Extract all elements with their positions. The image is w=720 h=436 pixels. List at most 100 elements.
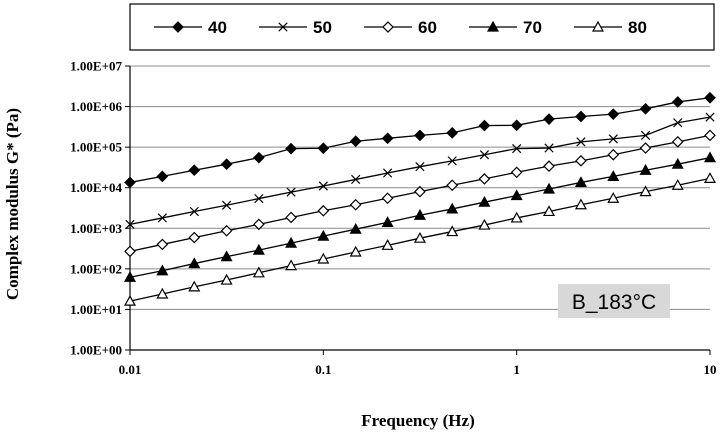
data-point <box>671 136 684 148</box>
data-point <box>446 127 459 139</box>
data-point <box>349 245 362 257</box>
data-point <box>704 91 716 104</box>
y-axis-ticks: 1.00E+00 1.00E+01 1.00E+02 1.00E+03 1.00E+04… <box>70 59 130 358</box>
data-point <box>124 176 136 189</box>
data-point <box>608 134 618 144</box>
data-point <box>125 219 135 229</box>
legend-label: 50 <box>313 18 332 37</box>
data-point <box>640 130 651 141</box>
y-tick-label: 1.00E+06 <box>70 99 122 114</box>
x-axis-ticks: 0.01 0.1 1 10 <box>119 350 717 377</box>
data-point <box>591 20 605 32</box>
data-point <box>188 280 201 292</box>
data-point <box>510 119 523 132</box>
y-tick-label: 1.00E+07 <box>70 59 122 74</box>
data-point <box>220 224 233 237</box>
data-point <box>220 250 233 262</box>
data-point <box>575 110 587 123</box>
data-point <box>285 236 298 248</box>
data-point <box>253 151 265 164</box>
data-point <box>414 185 426 198</box>
data-point <box>607 108 620 121</box>
y-tick-label: 1.00E+03 <box>70 221 122 236</box>
legend-label: 70 <box>523 18 542 37</box>
data-point <box>671 96 684 108</box>
data-point <box>349 222 362 234</box>
legend-item-40: 40 <box>154 18 227 37</box>
y-tick-label: 1.00E+00 <box>70 343 122 358</box>
data-point <box>220 158 233 171</box>
data-point <box>478 218 491 230</box>
data-point <box>317 142 330 155</box>
data-point <box>317 229 330 241</box>
data-point <box>349 198 362 211</box>
legend-label: 60 <box>418 18 437 37</box>
series-60 <box>124 129 716 258</box>
data-point <box>446 179 459 192</box>
data-point <box>639 163 652 175</box>
annotation-box <box>558 284 670 318</box>
x-axis-title: Frequency (Hz) <box>361 411 474 430</box>
data-point <box>285 259 298 271</box>
y-tick-label: 1.00E+05 <box>70 140 122 155</box>
data-point <box>543 113 555 125</box>
legend-items: 40 50 60 70 80 <box>154 18 647 37</box>
legend-item-70: 70 <box>469 18 542 37</box>
data-point <box>703 151 717 163</box>
data-point <box>252 266 265 278</box>
data-point <box>486 20 500 32</box>
data-point <box>512 143 522 154</box>
annotation: B_183°C <box>558 284 670 318</box>
legend-item-50: 50 <box>259 18 332 37</box>
data-point <box>382 21 394 33</box>
data-point <box>639 185 652 197</box>
legend-item-60: 60 <box>364 18 437 37</box>
data-point <box>607 192 620 203</box>
data-point <box>413 231 426 243</box>
data-point <box>285 142 297 155</box>
data-point <box>221 200 232 210</box>
series-50 <box>125 112 715 229</box>
data-point <box>542 182 556 194</box>
data-point <box>285 211 297 224</box>
data-point <box>446 225 459 237</box>
data-point <box>188 164 201 177</box>
data-point <box>704 129 716 142</box>
data-point <box>318 181 328 191</box>
data-point <box>639 102 652 115</box>
legend-label: 80 <box>628 18 647 37</box>
x-tick-label: 1 <box>513 362 520 377</box>
data-point <box>446 202 459 214</box>
data-point <box>543 160 555 172</box>
data-point <box>156 287 169 299</box>
data-point <box>124 245 136 258</box>
data-point <box>286 187 296 197</box>
legend-item-80: 80 <box>574 18 647 37</box>
data-point <box>639 142 652 154</box>
data-point <box>156 238 169 251</box>
series-70 <box>123 151 717 282</box>
data-point <box>478 195 491 207</box>
data-point <box>189 206 199 217</box>
data-point <box>252 243 265 255</box>
data-point <box>479 150 490 160</box>
data-point <box>156 264 169 276</box>
data-point <box>188 231 201 244</box>
data-point <box>413 208 426 220</box>
data-point <box>671 179 684 190</box>
x-tick-label: 0.1 <box>315 362 331 377</box>
data-point <box>542 205 556 217</box>
data-point <box>220 273 233 285</box>
data-point <box>510 211 523 223</box>
data-point <box>414 129 426 142</box>
x-tick-label: 10 <box>704 362 717 377</box>
data-point <box>156 170 169 183</box>
data-point <box>381 216 394 227</box>
data-point <box>673 118 683 128</box>
data-point <box>172 21 184 33</box>
data-point <box>254 193 264 204</box>
data-point <box>510 189 523 201</box>
data-point <box>575 154 587 167</box>
